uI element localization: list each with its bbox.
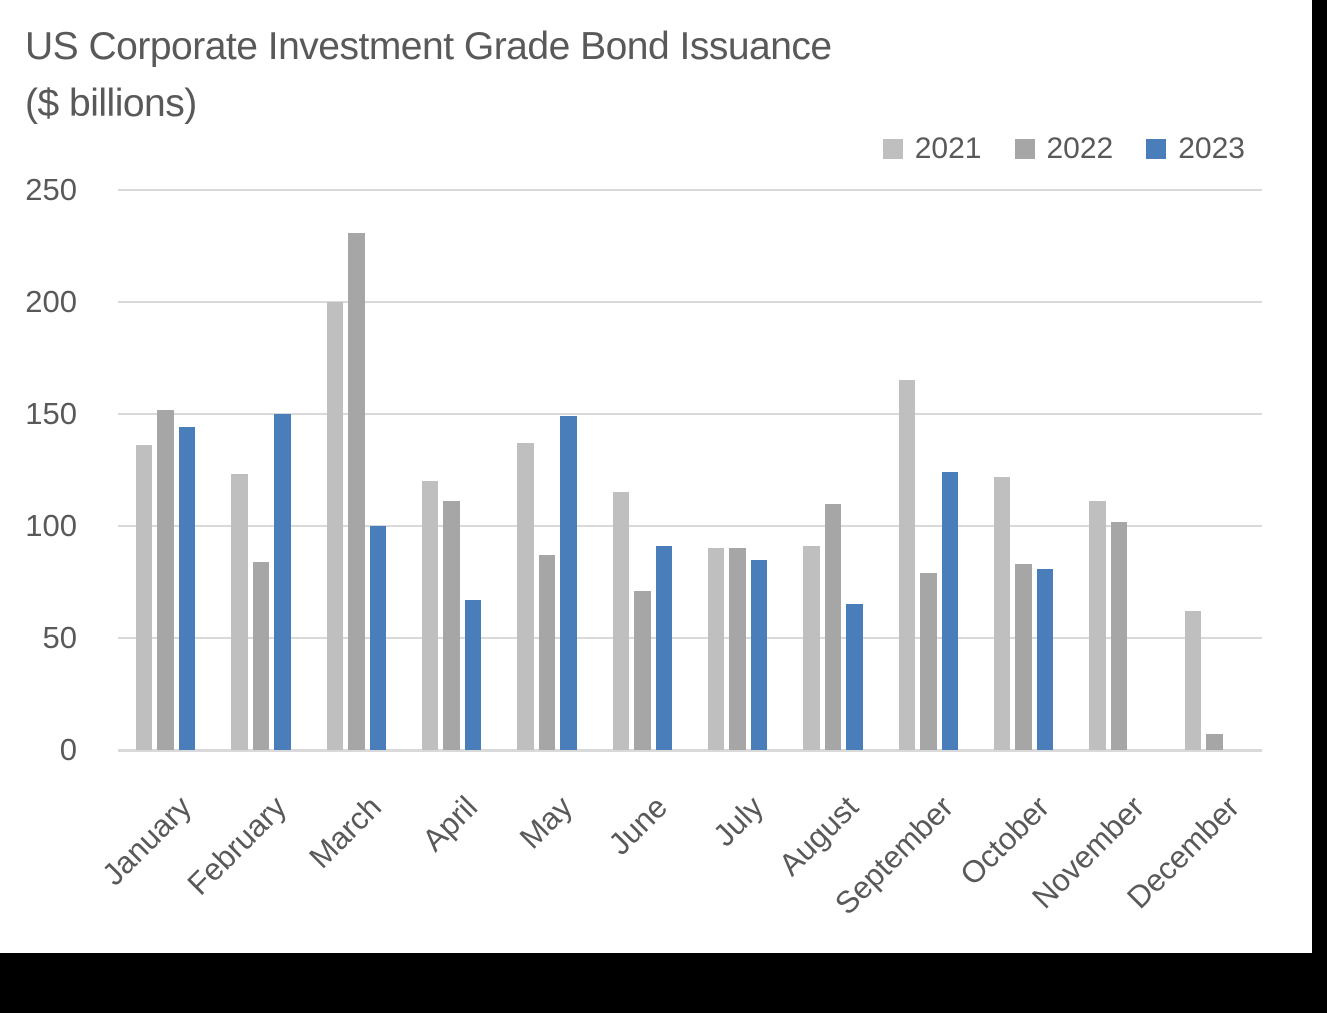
- bar-september-2023: [941, 472, 959, 750]
- legend-item-2022: 2022: [1014, 132, 1114, 165]
- bar-may-2022: [538, 555, 556, 750]
- bar-april-2022: [443, 501, 460, 750]
- gridline-150: [118, 413, 1262, 415]
- legend-label: 2021: [914, 132, 982, 165]
- bar-october-2022: [1015, 564, 1032, 750]
- chart-subtitle: ($ billions): [25, 82, 197, 125]
- bar-october-2023: [1036, 568, 1054, 750]
- bar-july-2022: [729, 548, 746, 750]
- bar-august-2022: [824, 503, 842, 750]
- legend-label: 2023: [1178, 132, 1245, 165]
- legend-swatch-2023: [1146, 139, 1167, 159]
- bottom-black-band: [0, 953, 1327, 1013]
- y-axis-tick-label: 150: [25, 396, 77, 431]
- y-axis-tick-label: 100: [25, 508, 77, 543]
- bar-january-2023: [178, 427, 196, 750]
- bar-september-2022: [920, 573, 937, 750]
- bar-september-2021: [898, 380, 916, 750]
- legend-swatch-2021: [882, 139, 903, 159]
- bar-july-2021: [707, 548, 725, 750]
- bar-march-2022: [348, 232, 365, 750]
- legend-item-2021: 2021: [882, 132, 982, 165]
- bar-november-2021: [1089, 501, 1106, 750]
- bar-may-2021: [517, 443, 534, 750]
- gridline-0: [118, 749, 1262, 752]
- bar-january-2021: [135, 445, 153, 750]
- y-axis-tick-label: 200: [25, 284, 77, 319]
- gridline-100: [118, 525, 1262, 527]
- bar-june-2023: [655, 546, 673, 750]
- bar-june-2021: [612, 492, 630, 750]
- bar-february-2023: [274, 414, 291, 750]
- y-axis-tick-label: 0: [59, 732, 77, 767]
- chart-title: US Corporate Investment Grade Bond Issua…: [25, 25, 832, 68]
- bar-january-2022: [157, 409, 174, 750]
- bar-december-2022: [1206, 734, 1223, 750]
- bar-april-2021: [421, 481, 439, 750]
- gridline-250: [118, 189, 1262, 191]
- y-axis-tick-label: 250: [25, 172, 77, 207]
- y-axis-tick-label: 50: [42, 620, 77, 655]
- bar-march-2021: [326, 302, 344, 750]
- bar-march-2023: [369, 526, 387, 750]
- bar-may-2023: [560, 416, 577, 750]
- gridline-200: [118, 301, 1262, 303]
- bar-august-2021: [803, 546, 820, 750]
- bar-july-2023: [750, 559, 768, 750]
- bar-december-2021: [1184, 611, 1202, 750]
- legend-item-2023: 2023: [1146, 134, 1245, 164]
- gridline-50: [118, 637, 1262, 639]
- bar-february-2022: [252, 561, 270, 750]
- bar-november-2022: [1110, 521, 1128, 750]
- legend-label: 2022: [1046, 132, 1114, 165]
- bar-april-2023: [464, 599, 482, 750]
- bar-august-2023: [846, 604, 863, 750]
- chart-title-block: US Corporate Investment Grade Bond Issua…: [25, 18, 832, 132]
- legend: 2021 2022 2023: [882, 132, 1245, 165]
- bar-february-2021: [231, 474, 248, 750]
- bar-october-2021: [993, 476, 1011, 750]
- legend-swatch-2022: [1014, 139, 1035, 159]
- bar-june-2022: [634, 590, 651, 750]
- right-black-band: [1312, 0, 1327, 1013]
